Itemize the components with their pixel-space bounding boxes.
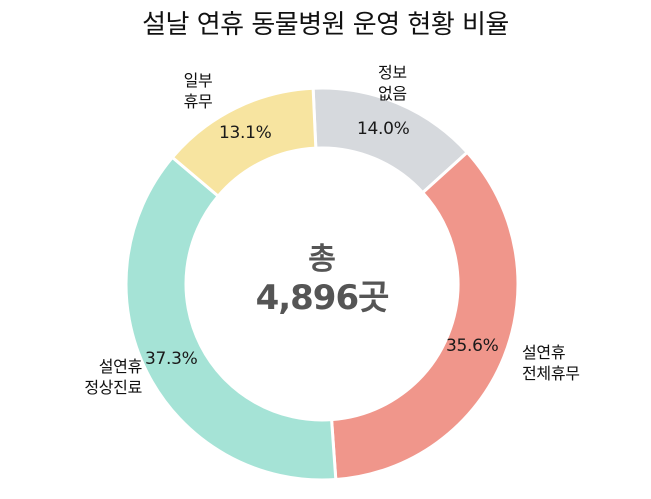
label-line: 휴무 [183, 92, 213, 111]
slice-full-closure [329, 150, 520, 482]
center-label-total: 총 [308, 242, 336, 277]
label-line: 설연휴 [522, 343, 566, 362]
slice-normal-operation [124, 155, 338, 482]
center-value-total: 4,896곳 [255, 278, 390, 318]
label-line: 정상진료 [84, 378, 142, 397]
slice-label-full-closure: 설연휴 전체휴무 [522, 342, 580, 384]
chart-title: 설날 연휴 동물병원 운영 현황 비율 [142, 10, 509, 40]
label-line: 설연휴 [98, 357, 143, 376]
label-line: 정보 [378, 63, 407, 82]
slice-pct-normal-operation: 37.3% [145, 349, 198, 369]
donut-center-total: 총 4,896곳 [222, 242, 422, 318]
slice-partial-closure [170, 86, 318, 199]
label-line: 일부 [183, 71, 213, 90]
label-line: 전체휴무 [522, 364, 580, 383]
slice-label-partial-closure: 일부 휴무 [170, 70, 226, 112]
label-line: 없음 [378, 84, 407, 103]
slice-label-no-info: 정보 없음 [378, 62, 407, 104]
slice-label-normal-operation: 설연휴 정상진료 [40, 356, 142, 398]
slice-pct-full-closure: 35.6% [446, 336, 499, 356]
donut-slices [124, 86, 520, 482]
slice-pct-no-info: 14.0% [357, 119, 410, 139]
slice-pct-partial-closure: 13.1% [219, 123, 272, 143]
